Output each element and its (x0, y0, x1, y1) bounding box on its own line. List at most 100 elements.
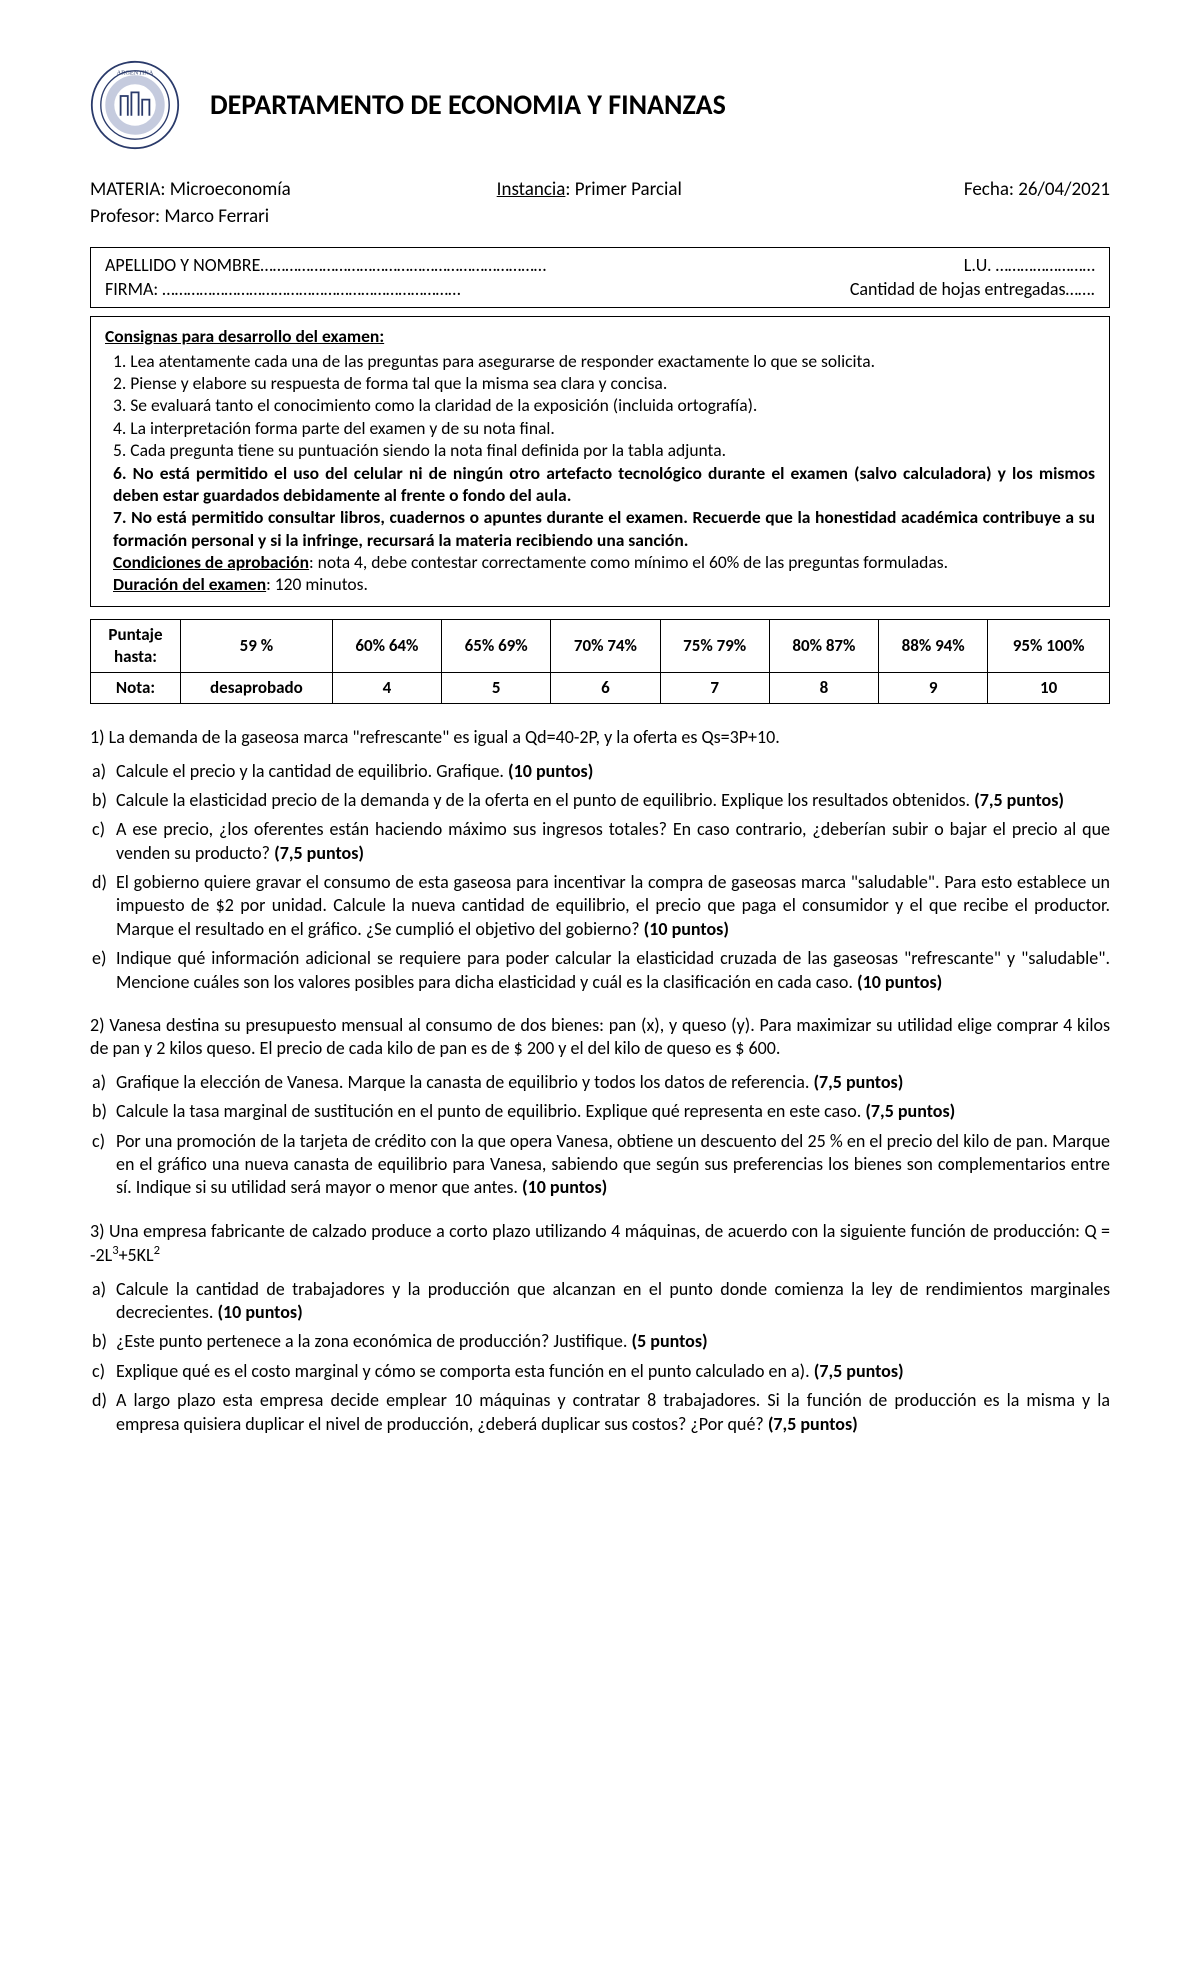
question-1: 1) La demanda de la gaseosa marca "refre… (90, 726, 1110, 994)
q2-b: b)Calcule la tasa marginal de sustitució… (116, 1100, 1110, 1123)
q3-a: a)Calcule la cantidad de trabajadores y … (116, 1278, 1110, 1325)
grading-range: 70% 74% (551, 619, 660, 672)
points: (7,5 puntos) (814, 1360, 904, 1382)
q3-c-text: Explique qué es el costo marginal y cómo… (116, 1360, 814, 1382)
q1-e-text: Indique qué información adicional se req… (116, 947, 1110, 992)
q3-b: b)¿Este punto pertenece a la zona económ… (116, 1330, 1110, 1353)
university-seal: ARGENTINA (90, 60, 180, 150)
points: (10 puntos) (522, 1176, 607, 1198)
nota-value: 10 (988, 673, 1110, 704)
profesor-label: Profesor: (90, 205, 160, 228)
grading-range: 60% 64% (332, 619, 441, 672)
q1-d-text: El gobierno quiere gravar el consumo de … (116, 871, 1110, 940)
q1-a-text: Calcule el precio y la cantidad de equil… (116, 760, 508, 782)
nota-value: desaprobado (181, 673, 333, 704)
q1-intro: 1) La demanda de la gaseosa marca "refre… (90, 726, 1110, 749)
instructions-title: Consignas para desarrollo del examen: (105, 325, 1095, 347)
grading-range: 88% 94% (879, 619, 988, 672)
fecha-field: Fecha: 26/04/2021 (803, 178, 1110, 203)
instancia-value: : Primer Parcial (565, 178, 681, 201)
q1-a: a)Calcule el precio y la cantidad de equ… (116, 760, 1110, 783)
instruction-item: 3. Se evaluará tanto el conocimiento com… (113, 394, 1095, 416)
q2-c-text: Por una promoción de la tarjeta de crédi… (116, 1130, 1110, 1199)
condiciones-label: Condiciones de aprobación (113, 551, 309, 573)
points: (10 puntos) (644, 918, 729, 940)
seal-icon: ARGENTINA (90, 60, 180, 150)
svg-text:ARGENTINA: ARGENTINA (117, 69, 154, 76)
department-title: DEPARTAMENTO DE ECONOMIA Y FINANZAS (210, 87, 726, 123)
points: (5 puntos) (632, 1330, 708, 1352)
q3-intro: 3) Una empresa fabricante de calzado pro… (90, 1220, 1110, 1268)
profesor-value: Marco Ferrari (164, 205, 269, 228)
q2-c: c)Por una promoción de la tarjeta de cré… (116, 1130, 1110, 1200)
instruction-item: 1. Lea atentamente cada una de las pregu… (113, 350, 1095, 372)
nota-value: 7 (660, 673, 769, 704)
q3-intro-mid: +5KL (119, 1244, 154, 1266)
question-2: 2) Vanesa destina su presupuesto mensual… (90, 1014, 1110, 1200)
points: (7,5 puntos) (865, 1100, 955, 1122)
points: (7,5 puntos) (768, 1413, 858, 1435)
instruction-item-bold: 7. No está permitido consultar libros, c… (113, 506, 1095, 551)
nota-value: 9 (879, 673, 988, 704)
q2-a: a)Grafique la elección de Vanesa. Marque… (116, 1071, 1110, 1094)
points: (10 puntos) (508, 760, 593, 782)
instancia-label: Instancia (497, 178, 566, 201)
nota-value: 4 (332, 673, 441, 704)
nota-label: Nota: (91, 673, 181, 704)
table-row: Puntaje hasta: 59 % 60% 64% 65% 69% 70% … (91, 619, 1110, 672)
student-info-box: APELLIDO Y NOMBRE……………………………………………………………… (90, 247, 1110, 308)
materia-field: MATERIA: Microeconomía (90, 178, 397, 203)
grading-range: 59 % (181, 619, 333, 672)
q3-c: c)Explique qué es el costo marginal y có… (116, 1360, 1110, 1383)
profesor-field: Profesor: Marco Ferrari (90, 205, 1110, 230)
instancia-field: Instancia: Primer Parcial (397, 178, 804, 203)
q1-e: e)Indique qué información adicional se r… (116, 947, 1110, 994)
duracion-text: : 120 minutos. (266, 573, 368, 595)
instructions-box: Consignas para desarrollo del examen: 1.… (90, 316, 1110, 607)
page-header: ARGENTINA DEPARTAMENTO DE ECONOMIA Y FIN… (90, 60, 1110, 150)
points: (7,5 puntos) (974, 789, 1064, 811)
nota-value: 5 (442, 673, 551, 704)
instruction-item-bold: 6. No está permitido el uso del celular … (113, 462, 1095, 507)
fecha-value: 26/04/2021 (1018, 178, 1110, 201)
q3-d-text: A largo plazo esta empresa decide emplea… (116, 1389, 1110, 1434)
condiciones-text: : nota 4, debe contestar correctamente c… (309, 551, 948, 573)
materia-label: MATERIA: (90, 178, 165, 201)
q2-a-text: Grafique la elección de Vanesa. Marque l… (116, 1071, 813, 1093)
lu-field: L.U. …………………… (964, 254, 1095, 277)
q3-b-text: ¿Este punto pertenece a la zona económic… (116, 1330, 632, 1352)
instruction-item: 4. La interpretación forma parte del exa… (113, 417, 1095, 439)
grading-range: 65% 69% (442, 619, 551, 672)
hojas-field: Cantidad de hojas entregadas……. (850, 278, 1095, 301)
duracion-label: Duración del examen (113, 573, 266, 595)
meta-block: MATERIA: Microeconomía Instancia: Primer… (90, 178, 1110, 229)
points: (7,5 puntos) (813, 1071, 903, 1093)
grading-table: Puntaje hasta: 59 % 60% 64% 65% 69% 70% … (90, 619, 1110, 704)
table-row: Nota: desaprobado 4 5 6 7 8 9 10 (91, 673, 1110, 704)
nota-value: 6 (551, 673, 660, 704)
duracion-line: Duración del examen: 120 minutos. (113, 573, 1095, 595)
q1-c-text: A ese precio, ¿los oferentes están hacie… (116, 818, 1110, 863)
q1-b-text: Calcule la elasticidad precio de la dema… (116, 789, 974, 811)
q3-d: d)A largo plazo esta empresa decide empl… (116, 1389, 1110, 1436)
grading-label: Puntaje hasta: (91, 619, 181, 672)
instruction-item: 2. Piense y elabore su respuesta de form… (113, 372, 1095, 394)
points: (10 puntos) (217, 1301, 302, 1323)
q1-b: b)Calcule la elasticidad precio de la de… (116, 789, 1110, 812)
points: (10 puntos) (857, 971, 942, 993)
question-3: 3) Una empresa fabricante de calzado pro… (90, 1220, 1110, 1436)
grading-range: 75% 79% (660, 619, 769, 672)
grading-range: 95% 100% (988, 619, 1110, 672)
apellido-field: APELLIDO Y NOMBRE…………………………………………………………… (105, 254, 546, 277)
q2-intro: 2) Vanesa destina su presupuesto mensual… (90, 1014, 1110, 1061)
instruction-item: 5. Cada pregunta tiene su puntuación sie… (113, 439, 1095, 461)
q3-sup2: 2 (154, 1243, 160, 1258)
condiciones-line: Condiciones de aprobación: nota 4, debe … (113, 551, 1095, 573)
nota-value: 8 (769, 673, 878, 704)
points: (7,5 puntos) (274, 842, 364, 864)
q1-c: c)A ese precio, ¿los oferentes están hac… (116, 818, 1110, 865)
materia-value: Microeconomía (170, 178, 291, 201)
q1-d: d)El gobierno quiere gravar el consumo d… (116, 871, 1110, 941)
fecha-label: Fecha: (964, 178, 1014, 201)
q3-intro-pre: 3) Una empresa fabricante de calzado pro… (90, 1220, 1110, 1266)
